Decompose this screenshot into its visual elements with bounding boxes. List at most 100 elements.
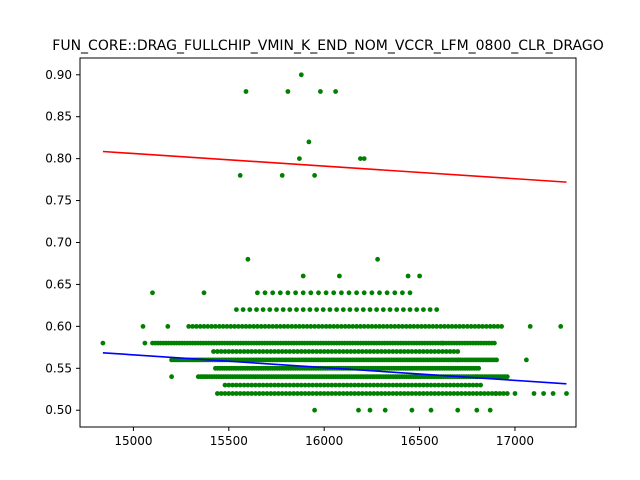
data-point — [344, 382, 350, 388]
data-point — [194, 324, 199, 329]
y-tick-label: 0.50 — [45, 403, 72, 417]
data-point — [256, 382, 262, 388]
data-point — [365, 324, 371, 329]
data-point — [457, 324, 462, 329]
data-point — [394, 391, 400, 396]
data-point — [314, 307, 319, 312]
data-point — [340, 349, 346, 354]
data-point — [329, 391, 335, 396]
data-point — [436, 382, 441, 388]
data-point — [409, 349, 415, 354]
data-point — [294, 307, 299, 312]
data-point — [339, 324, 344, 329]
data-point — [302, 382, 308, 388]
data-point — [356, 391, 361, 396]
data-point — [220, 324, 226, 329]
data-point — [531, 391, 537, 396]
data-point — [427, 307, 433, 312]
data-point — [401, 382, 407, 388]
data-point — [334, 307, 339, 312]
chart-title: FUN_CORE::DRAG_FULLCHIP_VMIN_K_END_NOM_V… — [52, 38, 603, 54]
data-point — [390, 349, 396, 354]
data-point — [291, 391, 297, 396]
data-point — [268, 349, 274, 354]
data-point — [369, 290, 375, 296]
data-point — [279, 349, 285, 354]
data-point — [409, 407, 415, 413]
data-point — [440, 391, 445, 396]
data-point — [277, 290, 283, 296]
data-point — [363, 382, 369, 388]
data-point — [272, 391, 277, 396]
data-point — [371, 391, 377, 396]
data-point — [398, 349, 403, 354]
data-point — [209, 324, 215, 329]
data-point — [260, 382, 266, 388]
data-point — [304, 324, 310, 329]
data-point — [455, 382, 461, 388]
data-point — [478, 382, 483, 388]
data-point — [476, 365, 482, 371]
data-point — [348, 382, 354, 388]
data-point — [363, 349, 369, 354]
data-point — [432, 382, 438, 388]
data-point — [337, 273, 342, 279]
data-point — [367, 382, 373, 388]
data-point — [186, 324, 192, 329]
data-point — [470, 382, 476, 388]
data-point — [443, 391, 449, 396]
data-point — [333, 349, 338, 354]
data-point — [432, 391, 438, 396]
data-point — [340, 391, 346, 396]
data-point — [413, 391, 419, 396]
data-point — [321, 391, 327, 396]
data-point — [354, 307, 359, 312]
data-point — [300, 307, 306, 312]
data-point — [468, 324, 474, 329]
data-point — [333, 89, 338, 94]
data-point — [455, 391, 461, 396]
data-point — [253, 391, 258, 396]
data-point — [270, 324, 276, 329]
data-point — [449, 324, 455, 329]
data-point — [262, 324, 268, 329]
data-point — [215, 391, 220, 396]
data-point — [276, 382, 281, 388]
data-point — [226, 349, 232, 354]
data-point — [256, 391, 262, 396]
data-point — [318, 349, 323, 354]
data-point — [312, 324, 317, 329]
data-point — [333, 382, 338, 388]
data-point — [224, 324, 230, 329]
data-point — [213, 324, 218, 329]
data-point — [340, 307, 346, 312]
data-point — [417, 382, 422, 388]
data-point — [297, 324, 302, 329]
data-point — [272, 382, 277, 388]
data-point — [295, 382, 300, 388]
data-point — [300, 273, 306, 279]
data-point — [442, 324, 447, 329]
data-point — [352, 391, 358, 396]
y-tick-label: 0.75 — [45, 194, 72, 208]
data-point — [297, 156, 302, 162]
data-point — [379, 382, 384, 388]
data-point — [440, 340, 445, 346]
data-point — [401, 391, 407, 396]
data-point — [419, 324, 424, 329]
data-point — [380, 307, 386, 312]
data-point — [424, 391, 430, 396]
data-point — [346, 324, 352, 329]
data-point — [472, 324, 478, 329]
data-point — [463, 391, 468, 396]
data-point — [400, 290, 405, 296]
data-point — [234, 349, 239, 354]
data-point — [255, 290, 260, 296]
data-point — [455, 407, 461, 413]
data-point — [440, 349, 445, 354]
data-point — [407, 324, 413, 329]
data-point — [348, 349, 354, 354]
data-point — [426, 324, 432, 329]
data-point — [474, 391, 480, 396]
